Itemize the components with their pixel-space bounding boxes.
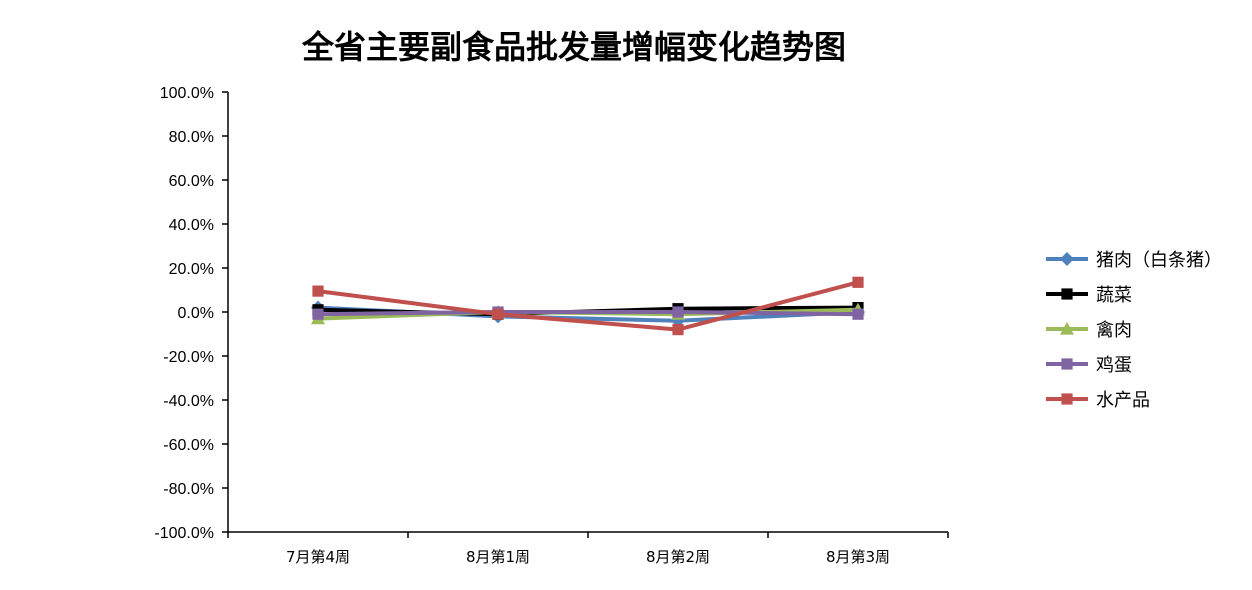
legend-label: 禽肉 <box>1096 320 1132 341</box>
y-tick-label: 0.0% <box>178 305 214 322</box>
legend-marker <box>1061 288 1073 300</box>
legend-item: 猪肉（白条猪） <box>1046 250 1222 271</box>
data-point <box>672 306 684 318</box>
data-point <box>312 308 324 320</box>
legend-label: 猪肉（白条猪） <box>1096 250 1222 271</box>
legend-marker <box>1061 358 1073 370</box>
y-tick-label: -20.0% <box>163 349 214 366</box>
legend-marker <box>1060 322 1074 335</box>
y-tick-label: -60.0% <box>163 437 214 454</box>
data-point <box>852 308 864 320</box>
y-tick-label: 60.0% <box>169 173 214 190</box>
axes <box>222 91 949 538</box>
legend-item: 鸡蛋 <box>1046 355 1132 376</box>
y-tick-label: 100.0% <box>160 85 214 102</box>
y-tick-label: -100.0% <box>154 525 214 542</box>
x-category-labels: 7月第4周 8月第1周 8月第2周 8月第3周 <box>286 548 890 566</box>
legend-item: 蔬菜 <box>1046 285 1132 306</box>
y-tick-label: 40.0% <box>169 217 214 234</box>
y-tick-label: 80.0% <box>169 129 214 146</box>
chart-title: 全省主要副食品批发量增幅变化趋势图 <box>301 28 846 66</box>
x-category-label: 7月第4周 <box>286 548 350 566</box>
data-point <box>492 308 504 320</box>
x-category-label: 8月第3周 <box>826 548 890 566</box>
y-tick-label: -40.0% <box>163 393 214 410</box>
series-line <box>317 280 859 332</box>
legend-marker <box>1061 393 1073 405</box>
y-tick-label: 20.0% <box>169 261 214 278</box>
data-point <box>852 276 864 288</box>
x-category-label: 8月第1周 <box>466 548 530 566</box>
legend-item: 禽肉 <box>1046 320 1132 341</box>
data-point <box>672 324 684 336</box>
series-layer <box>311 276 865 336</box>
y-tick-labels: 100.0% 80.0% 60.0% 40.0% 20.0% 0.0% -20.0% -40.… <box>154 85 214 542</box>
legend-label: 蔬菜 <box>1096 285 1132 306</box>
legend-marker <box>1060 252 1074 266</box>
series-line <box>317 310 859 317</box>
series-group <box>312 276 864 336</box>
y-tick-label: -80.0% <box>163 481 214 498</box>
legend-item: 水产品 <box>1046 390 1150 411</box>
x-category-label: 8月第2周 <box>646 548 710 566</box>
data-point <box>312 285 324 297</box>
legend-label: 水产品 <box>1096 390 1150 411</box>
legend-label: 鸡蛋 <box>1096 355 1132 376</box>
